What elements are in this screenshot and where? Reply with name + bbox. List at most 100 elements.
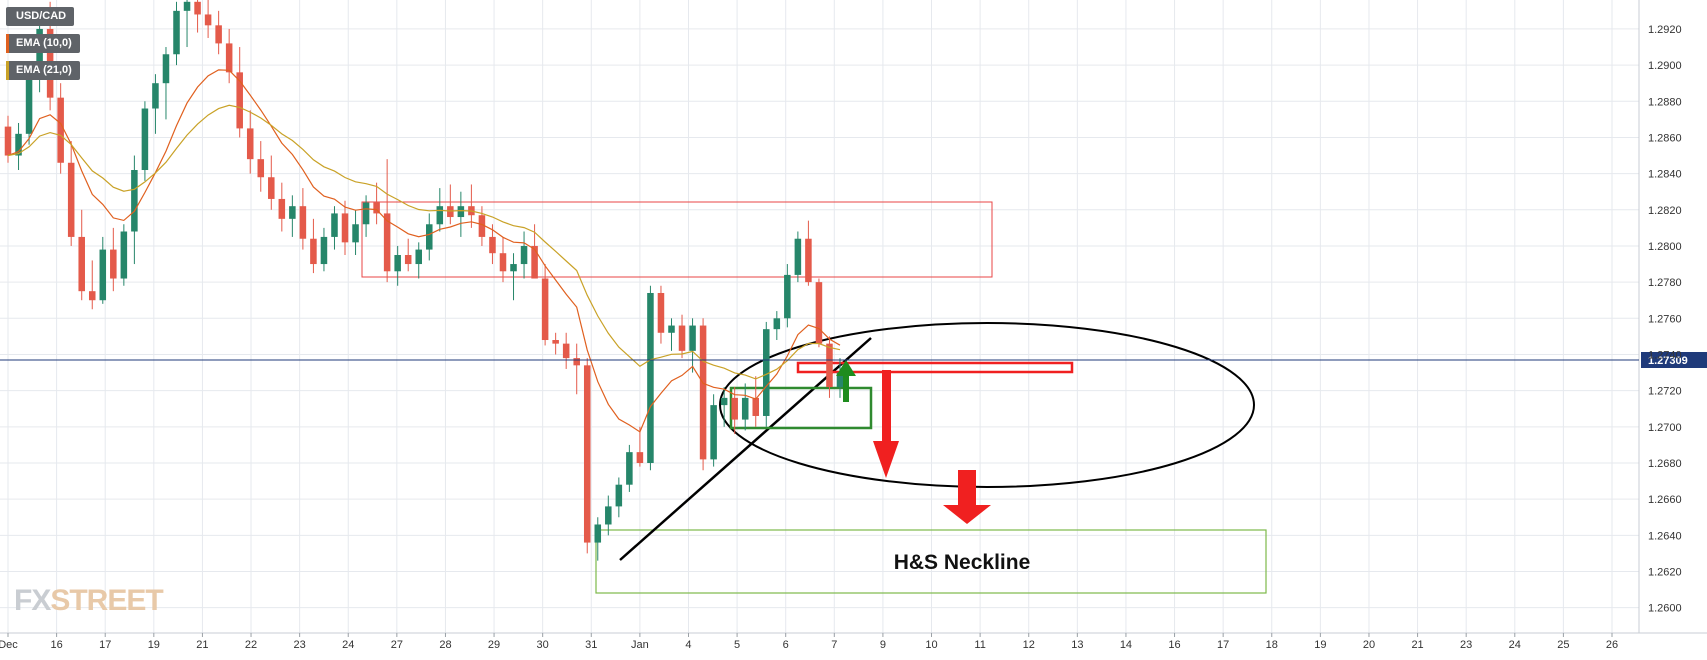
candle-bear <box>341 213 349 243</box>
candle-bull <box>131 170 138 232</box>
x-tick-label: 24 <box>342 639 354 651</box>
candle-bull <box>594 524 602 543</box>
candle-bull <box>415 249 422 265</box>
candle-bull <box>152 83 159 109</box>
candle-bull <box>362 202 370 225</box>
candle-bear <box>573 358 580 366</box>
x-tick-label: 14 <box>1120 639 1132 651</box>
current-price-marker <box>1641 352 1707 368</box>
candle-bear <box>67 162 75 237</box>
candle-bear <box>383 213 391 272</box>
candles <box>4 0 844 561</box>
candle-bear <box>57 97 64 163</box>
x-tick-label: 17 <box>1217 639 1229 651</box>
x-tick-label: 10 <box>925 639 937 651</box>
x-axis: Dec 16 17 19 21 22 23 24 27 28 29 30 31 Jan 4 5 6 7 9 10 11 1… <box>0 633 1618 651</box>
candle-bull <box>520 245 528 265</box>
candle-bull <box>773 318 781 330</box>
candle-bear <box>278 198 286 219</box>
candle-bear <box>373 202 380 214</box>
candle-bull <box>331 213 338 237</box>
y-tick-label: 1.2740 <box>1648 349 1682 361</box>
ema-short-badge[interactable]: EMA (10,0) <box>6 34 80 53</box>
candle-bear <box>478 215 486 237</box>
candle-bear <box>552 340 559 344</box>
y-tick-label: 1.2800 <box>1648 241 1682 253</box>
candle-bear <box>678 325 686 351</box>
candle-bear <box>805 238 812 283</box>
candle-bull <box>794 238 802 275</box>
candle-bull <box>647 292 654 463</box>
grid <box>0 0 1639 633</box>
x-tick-label: 16 <box>1168 639 1180 651</box>
ema-long-badge[interactable]: EMA (21,0) <box>6 61 80 80</box>
x-tick-label: Jan <box>631 639 649 651</box>
candle-bear <box>699 325 707 460</box>
y-axis: 1.2600 1.2620 1.2640 1.2660 1.2680 1.2700 1.27… <box>1648 24 1682 615</box>
x-tick-label: 23 <box>294 639 306 651</box>
candle-bull <box>710 405 717 460</box>
candle-bear <box>447 206 454 218</box>
candle-bull <box>836 372 844 388</box>
support-zone <box>729 386 873 430</box>
ema-long-label: EMA (21,0) <box>16 64 72 76</box>
x-tick-label: 7 <box>831 639 837 651</box>
x-tick-label: 26 <box>1606 639 1618 651</box>
resistance-zone <box>361 201 993 278</box>
current-price-label: 1.27309 <box>1648 355 1688 367</box>
red-down-arrow-small <box>873 370 899 478</box>
candle-bull <box>668 325 675 333</box>
candle-bear <box>752 397 760 416</box>
x-tick-label: 16 <box>50 639 62 651</box>
neckline-label: H&S Neckline <box>894 551 1031 574</box>
candle-bull <box>615 484 623 507</box>
symbol-label: USD/CAD <box>16 10 67 22</box>
green-up-arrow <box>836 360 856 402</box>
candle-bear <box>499 253 507 272</box>
candle-bear <box>531 245 538 279</box>
candle-bear <box>826 343 833 388</box>
red-down-arrow-large <box>943 470 991 524</box>
candle-bull <box>763 329 770 416</box>
y-tick-label: 1.2920 <box>1648 24 1682 36</box>
x-tick-label: 31 <box>585 639 597 651</box>
ema-short-line <box>7 69 841 433</box>
candle-bear <box>299 206 307 239</box>
x-tick-label: 28 <box>439 639 451 651</box>
y-tick-label: 1.2860 <box>1648 132 1682 144</box>
candle-bull <box>626 452 633 485</box>
x-tick-label: 21 <box>196 639 208 651</box>
logo-part-fx: FX <box>14 584 51 617</box>
candle-bull <box>120 231 128 279</box>
y-tick-label: 1.2780 <box>1648 277 1682 289</box>
candle-bear <box>225 43 233 73</box>
y-tick-label: 1.2880 <box>1648 96 1682 108</box>
y-tick-label: 1.2620 <box>1648 567 1682 579</box>
head-ellipse <box>719 322 1255 488</box>
candle-bear <box>257 159 265 178</box>
candle-bull <box>141 108 149 171</box>
fxstreet-logo: FXSTREET <box>14 584 164 618</box>
candle-bull <box>605 506 612 525</box>
x-tick-label: 23 <box>1460 639 1472 651</box>
y-tick-label: 1.2840 <box>1648 169 1682 181</box>
candle-bull <box>720 397 728 406</box>
y-tick-label: 1.2680 <box>1648 458 1682 470</box>
symbol-badge[interactable]: USD/CAD <box>6 7 75 26</box>
candle-bear <box>404 255 412 265</box>
x-tick-label: 18 <box>1266 639 1278 651</box>
ema-short-label: EMA (10,0) <box>16 37 72 49</box>
candle-bear <box>268 177 275 199</box>
x-tick-label: 6 <box>783 639 789 651</box>
candle-bear <box>815 282 823 344</box>
x-tick-label: 19 <box>1314 639 1326 651</box>
y-tick-label: 1.2600 <box>1648 603 1682 615</box>
candle-bear <box>236 72 243 129</box>
y-tick-label: 1.2820 <box>1648 205 1682 217</box>
candle-bull <box>162 54 170 84</box>
candle-bull <box>173 10 180 55</box>
x-tick-label: 21 <box>1411 639 1423 651</box>
candle-bear <box>246 128 254 160</box>
